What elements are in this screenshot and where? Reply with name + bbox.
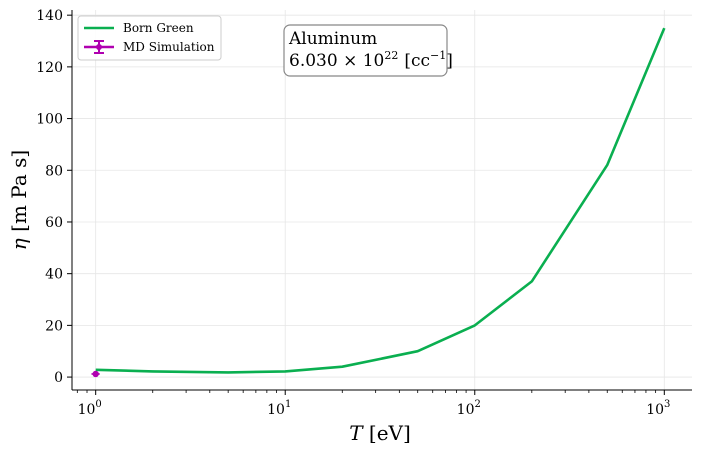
- annotation-density: 6.030 × 1022 [cc−1]: [289, 49, 453, 71]
- x-tick-label-exponent: 1: [285, 399, 291, 410]
- y-tick-label: 40: [45, 267, 63, 283]
- annotation-material: Aluminum: [288, 29, 377, 49]
- grid-lines: [72, 10, 692, 390]
- y-tick-label: 140: [36, 8, 63, 24]
- series-line-born-green: [95, 27, 666, 374]
- y-tick-label: 20: [45, 318, 63, 334]
- y-tick-label: 100: [36, 112, 63, 128]
- annotation-density-unit-exp: −1: [430, 49, 446, 62]
- legend-swatch-md-simulation: [84, 40, 114, 54]
- annotation-density-mantissa: 6.030 × 10: [289, 51, 384, 71]
- y-tick-label: 0: [54, 370, 63, 386]
- x-tick-label-base: 10: [267, 402, 285, 418]
- annotation-density-exp: 22: [384, 49, 398, 62]
- md-point-marker: [92, 370, 99, 378]
- x-tick-label-base: 10: [457, 402, 475, 418]
- x-ticks: 100 101 102 103: [76, 390, 670, 418]
- x-tick-label: 103: [646, 399, 670, 418]
- annotation-box: Aluminum 6.030 × 1022 [cc−1]: [283, 24, 453, 77]
- y-tick-label: 120: [36, 60, 63, 76]
- y-ticks: 0 20 40 60 80 100 120 140: [36, 8, 72, 386]
- y-tick-label: 80: [45, 163, 63, 179]
- x-tick-label-exponent: 3: [664, 399, 670, 410]
- legend-label-md-simulation: MD Simulation: [123, 40, 215, 54]
- x-tick-label-exponent: 0: [95, 399, 101, 410]
- x-tick-label: 100: [78, 399, 102, 418]
- annotation-density-close: ]: [446, 51, 453, 71]
- x-axis-label: T [eV]: [349, 421, 411, 445]
- annotation-frame: [283, 24, 448, 77]
- legend-md-marker: [96, 44, 102, 50]
- legend-label-born-green: Born Green: [123, 21, 194, 35]
- series-layer: [91, 27, 666, 378]
- x-tick-label: 102: [457, 399, 481, 418]
- x-tick-label: 101: [267, 399, 291, 418]
- x-tick-label-base: 10: [646, 402, 664, 418]
- x-tick-label-base: 10: [78, 402, 96, 418]
- legend: Born Green MD Simulation: [77, 15, 222, 61]
- x-tick-label-exponent: 2: [474, 399, 480, 410]
- annotation-density-unit: [cc: [404, 51, 430, 71]
- y-tick-label: 60: [45, 215, 63, 231]
- y-axis-label: η [m Pa s]: [7, 150, 31, 250]
